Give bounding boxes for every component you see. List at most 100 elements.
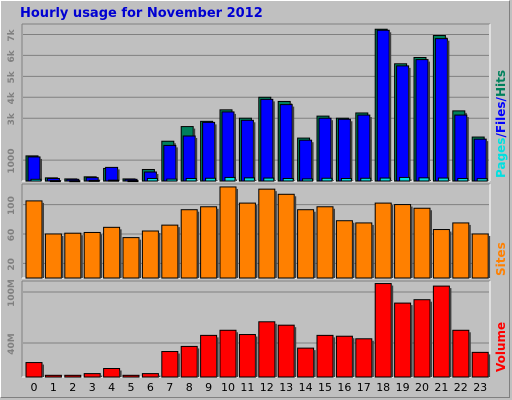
bar-shadow (216, 337, 219, 377)
bar-files-20 (415, 59, 429, 182)
bar-sites-14 (297, 209, 315, 279)
bar-shadow (61, 235, 64, 278)
bar-shadow (447, 40, 450, 181)
bar-files-4 (105, 166, 119, 182)
bar-pages-15 (321, 177, 333, 182)
legend-files: Files (494, 101, 508, 133)
bar-volume-6 (141, 373, 159, 378)
bar-pages-12 (263, 177, 275, 182)
bar-volume-21 (432, 285, 450, 378)
bar-files-11 (240, 119, 254, 182)
bar-shadow (351, 180, 354, 181)
bar-shadow (311, 142, 314, 181)
bar-shadow (371, 340, 374, 377)
bar-sites-11 (238, 202, 256, 279)
x-tick-label-15: 15 (318, 381, 332, 394)
bar-pages-18 (379, 177, 391, 182)
bar-pages-8 (185, 177, 197, 182)
bar-volume-5 (122, 374, 140, 378)
bar-files-23 (473, 138, 487, 182)
bar-sites-17 (355, 222, 373, 279)
bar-pages-5 (127, 180, 139, 183)
bar-volume-23 (471, 351, 489, 378)
bar-pages-9 (205, 177, 217, 182)
bar-pages-6 (146, 177, 158, 182)
bar-shadow (409, 179, 412, 181)
bar-shadow (158, 233, 161, 278)
bar-shadow (274, 323, 277, 377)
bar-sites-8 (180, 209, 198, 279)
bar-pages-4 (108, 179, 120, 182)
bar-shadow (449, 288, 452, 377)
bar-volume-12 (258, 321, 276, 378)
y-tick-label: 3k (7, 112, 17, 125)
x-tick-label-10: 10 (221, 381, 235, 394)
bar-volume-22 (452, 329, 470, 378)
x-tick-label-9: 9 (205, 381, 212, 394)
bar-volume-3 (83, 373, 101, 378)
y-tick-labels: 1000 3k 4k 5k 6k 7k 20 60 100 40M 100M (7, 28, 17, 354)
bar-shadow (100, 234, 103, 278)
bar-files-19 (396, 65, 410, 182)
y-tick-label: 60 (7, 229, 17, 242)
bar-volume-14 (297, 347, 315, 378)
bar-pages-22 (457, 177, 469, 182)
x-tick-label-2: 2 (69, 381, 76, 394)
bar-shadow (42, 202, 44, 278)
x-tick-label-6: 6 (147, 381, 154, 394)
bar-files-22 (454, 114, 468, 182)
bar-volume-2 (64, 374, 82, 378)
bar-shadow (294, 327, 297, 377)
bar-shadow (293, 180, 296, 181)
bar-files-16 (337, 118, 351, 182)
bar-pages-16 (340, 177, 352, 182)
x-tick-label-7: 7 (166, 381, 173, 394)
bar-shadow (80, 235, 83, 278)
x-tick-label-1: 1 (50, 381, 57, 394)
bar-shadow (389, 32, 392, 181)
bar-shadow (428, 61, 430, 181)
bar-shadow (215, 180, 218, 181)
legend-pages-files-hits: Pages/Files/Hits (494, 70, 508, 178)
bar-files-14 (299, 139, 313, 182)
panel-bg-hits-files-pages (22, 24, 490, 181)
x-tick-label-4: 4 (108, 381, 115, 394)
bar-shadow (216, 208, 219, 278)
bar-shadow (273, 180, 276, 181)
bar-shadow (448, 180, 451, 181)
bar-shadow (197, 348, 200, 377)
bar-volume-8 (180, 345, 198, 378)
bar-shadow (430, 210, 432, 278)
bar-shadow (292, 106, 295, 181)
bar-files-9 (202, 121, 216, 182)
bar-sites-16 (335, 220, 353, 279)
bar-shadow (294, 196, 297, 278)
x-tick-label-3: 3 (89, 381, 96, 394)
bar-shadow (333, 337, 335, 377)
bar-shadow (40, 158, 42, 181)
bar-sites-5 (122, 237, 140, 279)
bar-files-10 (221, 111, 235, 182)
bar-sites-15 (316, 206, 334, 279)
bar-shadow (391, 205, 394, 278)
bar-shadow (333, 208, 335, 278)
bar-pages-21 (437, 177, 449, 182)
bar-shadow (429, 179, 431, 181)
bar-shadow (391, 285, 394, 377)
bar-shadow (352, 338, 355, 377)
bar-files-18 (376, 29, 390, 182)
bar-shadow (467, 180, 470, 181)
bar-shadow (468, 332, 471, 377)
bar-shadow (195, 137, 198, 181)
bar-files-13 (279, 104, 293, 182)
x-tick-label-12: 12 (260, 381, 274, 394)
bar-volume-10 (219, 329, 237, 378)
x-tick-labels: 0 1 2 3 4 5 6 7 8 9 10 11 12 13 14 15 16 17 18 19 20 21 22 23 (31, 381, 488, 394)
x-tick-label-17: 17 (357, 381, 371, 394)
bar-volume-4 (103, 368, 121, 378)
bar-files-7 (163, 144, 177, 182)
bar-shadow (410, 206, 413, 278)
bar-pages-7 (166, 178, 178, 182)
bar-files-8 (182, 135, 196, 182)
